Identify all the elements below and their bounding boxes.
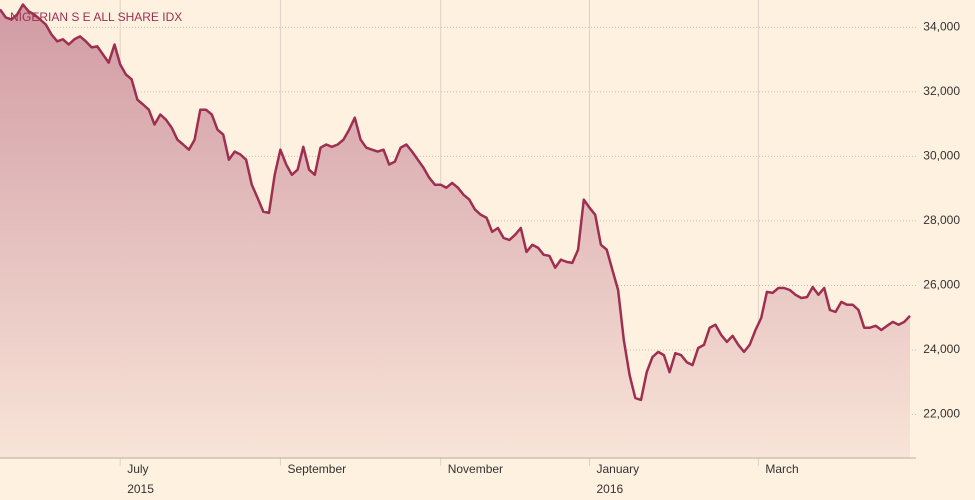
x-year-label: 2016 xyxy=(596,482,623,496)
x-tick-label: July xyxy=(127,462,148,476)
y-tick-label: 24,000 xyxy=(923,342,960,356)
area-fill xyxy=(0,4,910,458)
x-tick-label: November xyxy=(448,462,503,476)
chart-title: NIGERIAN S E ALL SHARE IDX xyxy=(10,10,182,24)
y-tick-label: 30,000 xyxy=(923,149,960,163)
y-tick-label: 22,000 xyxy=(923,407,960,421)
x-tick-label: January xyxy=(596,462,639,476)
x-tick-label: September xyxy=(287,462,346,476)
axes: 22,000 24,000 26,000 28,000 30,000 32,000 34,0… xyxy=(0,20,960,496)
y-tick-label: 32,000 xyxy=(923,84,960,98)
plot xyxy=(0,3,911,458)
y-tick-label: 26,000 xyxy=(923,278,960,292)
line xyxy=(0,3,911,402)
y-tick-label: 28,000 xyxy=(923,213,960,227)
y-tick-label: 34,000 xyxy=(923,20,960,34)
x-tick-label: March xyxy=(765,462,798,476)
x-year-label: 2015 xyxy=(127,482,154,496)
